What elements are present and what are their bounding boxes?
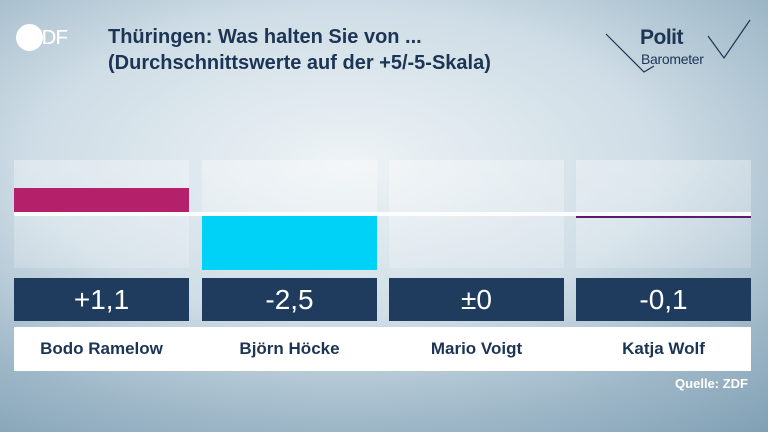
zero-line bbox=[14, 212, 751, 216]
category-label: Björn Höcke bbox=[239, 339, 340, 358]
bar-1 bbox=[202, 216, 377, 270]
politbarometer-logo: Polit Barometer bbox=[600, 14, 760, 74]
value-label: ±0 bbox=[389, 278, 564, 321]
title-line-1: Thüringen: Was halten Sie von ... bbox=[108, 26, 422, 48]
politbarometer-lines-icon bbox=[605, 19, 751, 73]
source-label: Quelle: ZDF bbox=[675, 376, 748, 391]
category-label: Katja Wolf bbox=[622, 339, 705, 358]
title-line-2: (Durchschnittswerte auf der +5/-5-Skala) bbox=[108, 52, 491, 74]
brand-barometer: Barometer bbox=[641, 51, 704, 67]
name-strip bbox=[14, 327, 751, 371]
brand-polit: Polit bbox=[640, 26, 684, 49]
zdf-logo-text: ZDF bbox=[30, 27, 68, 49]
chart-title: Thüringen: Was halten Sie von ... (Durch… bbox=[108, 24, 491, 76]
value-label: +1,1 bbox=[14, 278, 189, 321]
zdf-logo-circle bbox=[16, 24, 43, 51]
bar-3 bbox=[576, 216, 751, 219]
value-label: -0,1 bbox=[576, 278, 751, 321]
zdf-logo: ZDF bbox=[16, 24, 78, 52]
category-label: Bodo Ramelow bbox=[40, 339, 163, 358]
bar-0 bbox=[14, 188, 189, 212]
category-label: Mario Voigt bbox=[430, 339, 523, 358]
value-label: -2,5 bbox=[202, 278, 377, 321]
